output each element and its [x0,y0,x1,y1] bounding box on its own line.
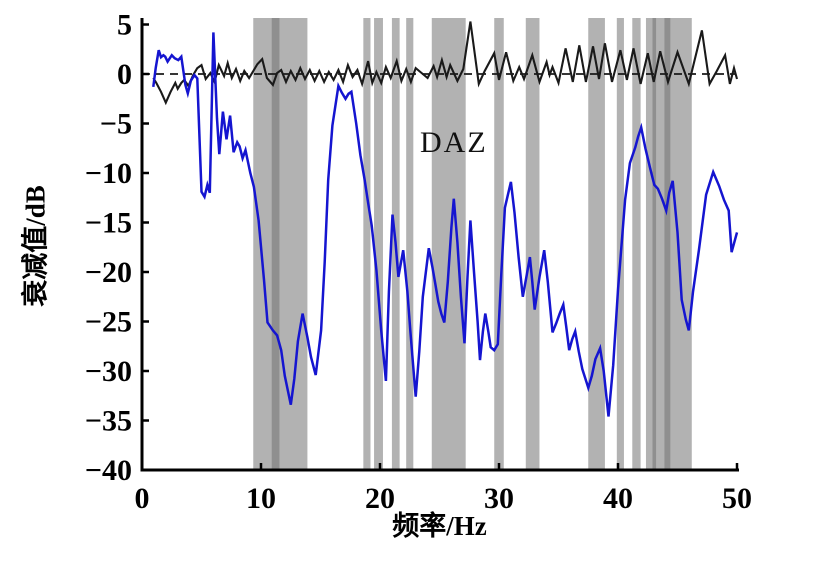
daz-band [406,18,414,469]
y-tick-label: −35 [85,405,132,438]
daz-band-dark [271,18,280,469]
black-reference-curve [152,21,739,106]
daz-band [431,18,466,469]
y-tick-label: 0 [117,58,132,91]
y-tick-label: −15 [85,207,132,240]
daz-band [374,18,383,469]
y-tick-label: −40 [85,454,132,487]
x-tick-label: 40 [603,482,633,515]
daz-band [616,18,624,469]
x-tick-label: 20 [365,482,395,515]
daz-band [632,18,641,469]
blue-attenuation-curve [152,32,739,417]
y-tick-label: −30 [85,355,132,388]
daz-band [525,18,540,469]
daz-band [588,18,605,469]
daz-band-dark [664,18,671,469]
x-tick-label: 0 [135,482,150,515]
x-tick-label: 10 [246,482,276,515]
x-axis-label: 频率/Hz [392,511,487,541]
y-tick-label: −20 [85,256,132,289]
y-axis-label: 衰减值/dB [20,185,51,307]
daz-band [363,18,371,469]
daz-band [253,18,308,469]
y-tick-label: −5 [100,108,132,141]
y-tick-label: −25 [85,306,132,339]
daz-band [494,18,504,469]
x-tick-label: 50 [722,482,752,515]
y-tick-label: −10 [85,157,132,190]
y-tick-label: 5 [117,9,132,42]
daz-annotation: DAZ [420,126,488,159]
x-tick-label: 30 [484,482,514,515]
daz-band-dark [652,18,657,469]
